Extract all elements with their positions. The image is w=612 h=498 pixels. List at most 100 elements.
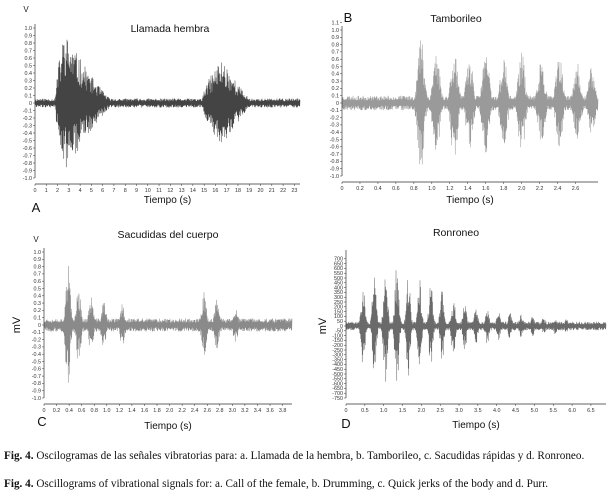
x-tick-label: 14 xyxy=(190,188,196,194)
y-tick-label: -450 xyxy=(332,367,343,373)
y-tick-label: 0.7 xyxy=(34,272,42,278)
x-tick-label: 0 xyxy=(341,186,344,192)
y-tick-label: -700 xyxy=(332,391,343,397)
y-tick-label: 600 xyxy=(334,266,343,272)
x-tick-label: 1.4 xyxy=(464,186,472,192)
y-tick-label: -250 xyxy=(332,348,343,354)
y-tick-label: 0.8 xyxy=(25,41,33,47)
y-tick-label: 0 xyxy=(29,101,32,107)
x-tick-label: 3.2 xyxy=(241,408,249,414)
x-tick-label: 2.4 xyxy=(191,408,199,414)
y-tick-label: -0.7 xyxy=(23,153,32,159)
x-tick-label: 3.8 xyxy=(279,408,287,414)
y-tick-label: 650 xyxy=(334,261,343,267)
x-tick-label: 1.0 xyxy=(103,408,111,414)
y-tick-label: 0.8 xyxy=(34,264,42,270)
x-tick-label: 2.5 xyxy=(436,408,444,414)
y-tick-label: 150 xyxy=(334,309,343,315)
x-tick-label: 0 xyxy=(43,408,46,414)
x-tick-label: 1.5 xyxy=(399,408,407,414)
panel-letter: A xyxy=(32,200,41,215)
x-tick-label: 16 xyxy=(212,188,218,194)
waveform-trace xyxy=(341,40,599,165)
y-tick-label: 0.3 xyxy=(25,78,33,84)
x-tick-label: 23 xyxy=(291,188,297,194)
y-tick-label: 1.0 xyxy=(34,250,42,256)
y-tick-label: -0.9 xyxy=(330,167,339,173)
y-tick-label: -0.9 xyxy=(32,389,41,395)
x-tick-label: 1.2 xyxy=(446,186,454,192)
x-tick-label: 0.6 xyxy=(392,186,400,192)
x-tick-label: 2.4 xyxy=(554,186,562,192)
y-tick-label: 1.0 xyxy=(25,26,33,32)
chart-title: Sacudidas del cuerpo xyxy=(118,229,219,241)
panel-letter: D xyxy=(341,416,350,431)
y-tick-label: -0.2 xyxy=(330,115,339,121)
x-tick-label: 1 xyxy=(45,188,48,194)
x-tick-label: 2.2 xyxy=(536,186,544,192)
y-tick-label: -650 xyxy=(332,386,343,392)
oscillogram-svg-c: 1.00.90.80.70.60.50.40.30.20.10-0.1-0.2-… xyxy=(11,229,293,432)
y-tick-label: 0.6 xyxy=(332,57,340,63)
y-tick-label: -0.1 xyxy=(32,330,41,336)
x-tick-label: 0.8 xyxy=(90,408,98,414)
y-tick-label: 400 xyxy=(334,285,343,291)
y-axis-label: mV xyxy=(317,317,329,334)
x-tick-label: 3 xyxy=(67,188,70,194)
y-tick-label: 1.1 xyxy=(332,21,340,27)
x-tick-label: 1.6 xyxy=(482,186,490,192)
x-tick-label: 1.4 xyxy=(128,408,136,414)
x-tick-label: 0.6 xyxy=(78,408,86,414)
x-tick-label: 17 xyxy=(224,188,230,194)
y-tick-label: 1.0 xyxy=(332,28,340,34)
y-tick-label: -100 xyxy=(332,333,343,339)
y-tick-label: 0.9 xyxy=(25,33,33,39)
x-tick-label: 3.5 xyxy=(474,408,482,414)
y-tick-label: -50 xyxy=(335,329,343,335)
y-tick-label: -0.4 xyxy=(23,131,32,137)
x-tick-label: 5 xyxy=(90,188,93,194)
x-tick-label: 0 xyxy=(34,188,37,194)
x-tick-label: 6 xyxy=(101,188,104,194)
y-tick-label: 0.5 xyxy=(34,286,42,292)
x-tick-label: 5.5 xyxy=(549,408,557,414)
oscillogram-svg-b: 1.11.00.90.80.70.60.50.40.30.20.10-0.1-0… xyxy=(330,10,599,206)
y-tick-label: 0.1 xyxy=(34,316,42,322)
chart-panel-c: 1.0 0.9 0.8 0.7 0.6 0.5 0.4 0.3 0.2 0.1 0 -0.1 -0.2-… xyxy=(0,222,306,444)
y-tick-label: 0.3 xyxy=(34,301,42,307)
y-tick-label: 0.4 xyxy=(25,71,33,77)
y-tick-label: 0.4 xyxy=(34,294,42,300)
waveform xyxy=(34,39,301,168)
x-tick-label: 3.0 xyxy=(229,408,237,414)
waveform-trace xyxy=(43,266,293,383)
y-tick-label: -0.6 xyxy=(330,145,339,151)
y-tick-label: -0.8 xyxy=(23,161,32,167)
y-tick-label: -0.6 xyxy=(32,367,41,373)
chart-panel-b: 1.1 1.0 0.9 0.8 0.7 0.6 0.5 0.4 0.3 0.2 0.1 0 -0.1 -0… xyxy=(306,0,612,220)
x-tick-label: 15 xyxy=(201,188,207,194)
panel-letter: C xyxy=(37,414,46,429)
chart-title: Llamada hembra xyxy=(131,23,210,35)
x-tick-label: 0.2 xyxy=(53,408,61,414)
y-tick-label: -0.9 xyxy=(23,168,32,174)
y-tick-label: -0.5 xyxy=(32,359,41,365)
x-tick-label: 2 xyxy=(56,188,59,194)
y-tick-label: 0.6 xyxy=(25,56,33,62)
x-tick-label: 18 xyxy=(235,188,241,194)
x-tick-label: 2.0 xyxy=(418,408,426,414)
chart-title: Ronroneo xyxy=(433,227,479,239)
x-tick-label: 6.5 xyxy=(587,408,595,414)
y-tick-label: -0.5 xyxy=(330,137,339,143)
x-tick-label: 0.2 xyxy=(356,186,364,192)
x-tick-label: 1.2 xyxy=(116,408,124,414)
y-unit-label: V xyxy=(23,5,29,14)
figure-caption-spanish: Fig. 4. Oscilogramas de las señales vibr… xyxy=(4,450,608,463)
x-tick-label: 0.4 xyxy=(65,408,73,414)
chart-title: Tamborileo xyxy=(430,13,482,25)
x-tick-label: 1.0 xyxy=(380,408,388,414)
x-axis-label: Tiempo (s) xyxy=(144,421,191,432)
y-tick-label: 200 xyxy=(334,305,343,311)
y-tick-label: 300 xyxy=(334,295,343,301)
y-tick-label: 0.2 xyxy=(34,308,42,314)
y-tick-label: 0 xyxy=(336,101,339,107)
